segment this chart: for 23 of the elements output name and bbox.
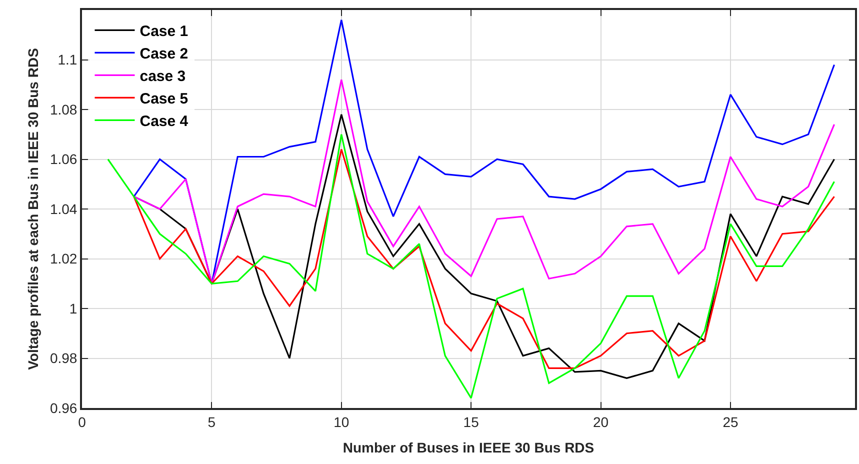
legend-label: case 3 (140, 68, 186, 86)
x-axis-title: Number of Buses in IEEE 30 Bus RDS (342, 440, 594, 456)
x-tick-label: 20 (593, 414, 609, 430)
legend-label: Case 2 (140, 46, 188, 63)
x-tick-label: 10 (334, 414, 350, 430)
line-series (133, 148, 836, 369)
legend-label: Case 1 (140, 23, 188, 40)
y-tick-label: 1.02 (50, 250, 78, 267)
line-series (107, 134, 836, 399)
y-tick-label: 1.1 (58, 52, 78, 68)
y-tick-label: 1 (69, 300, 78, 316)
y-tick-label: 0.96 (50, 400, 78, 416)
x-tick-label: 15 (463, 414, 480, 430)
x-tick-label: 0 (78, 414, 86, 430)
y-tick-label: 0.98 (50, 350, 78, 366)
legend-label: Case 5 (140, 90, 188, 108)
y-tick-label: 1.08 (50, 101, 78, 118)
y-tick-label: 1.04 (50, 200, 78, 217)
y-tick-label: 1.06 (50, 151, 78, 168)
y-axis-title: Voltage profiles at each Bus in IEEE 30 Bus RDS (25, 48, 42, 370)
x-tick-label: 25 (722, 414, 738, 430)
legend-label: Case 4 (140, 113, 189, 130)
x-tick-label: 5 (208, 414, 216, 430)
